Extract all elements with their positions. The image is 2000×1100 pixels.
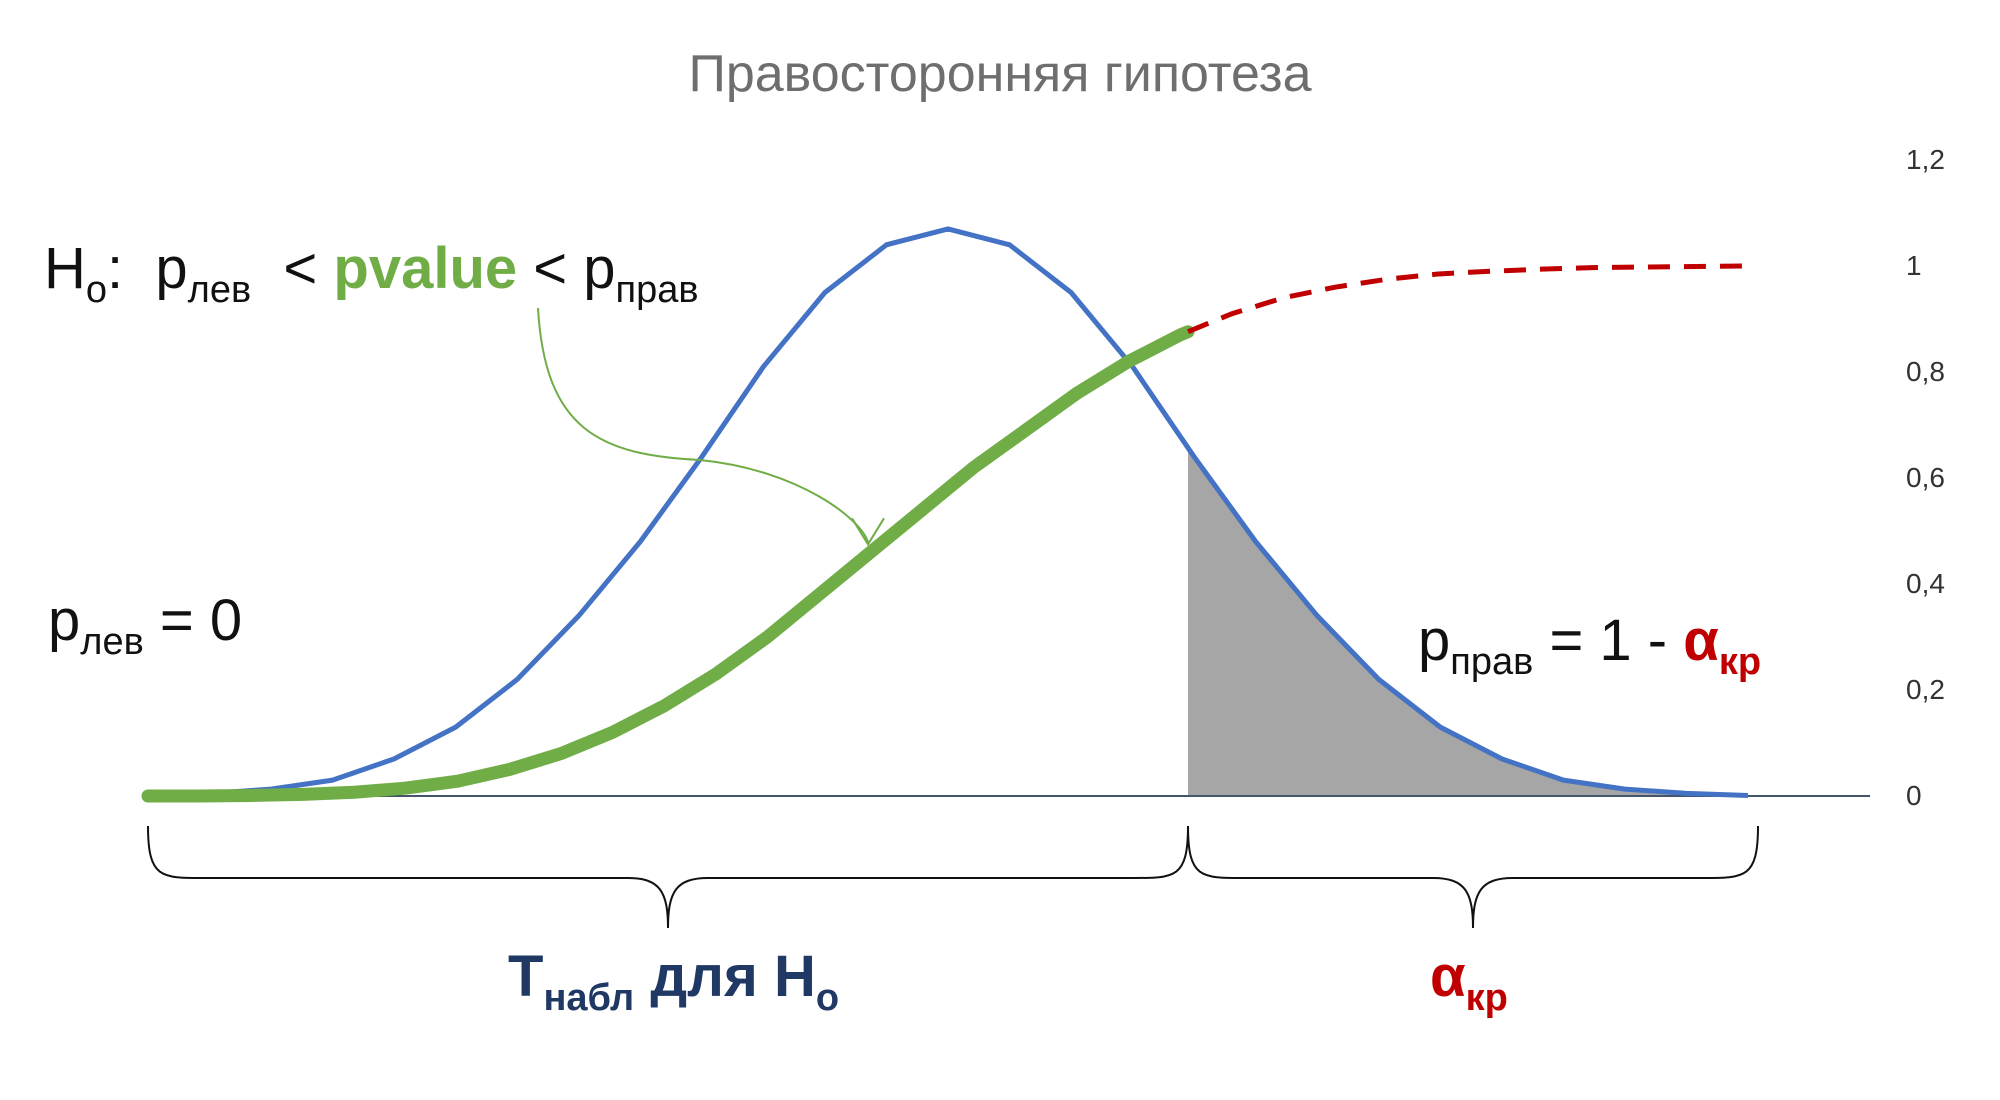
p-left-subscript: лев bbox=[80, 621, 144, 663]
y-tick-label: 1 bbox=[1906, 252, 1922, 280]
y-tick-label: 0,2 bbox=[1906, 676, 1945, 704]
p-right-formula: pправ = 1 - αкр bbox=[1418, 612, 1761, 681]
alpha-subscript: кр bbox=[1466, 977, 1508, 1019]
p-right-subscript: прав bbox=[616, 269, 699, 311]
one-minus: = 1 - bbox=[1549, 608, 1667, 673]
pvalue-pointer-arrow bbox=[538, 308, 868, 542]
alpha-subscript: кр bbox=[1719, 641, 1761, 683]
p-left-subscript: лев bbox=[188, 269, 252, 311]
h-subscript: о bbox=[816, 977, 839, 1019]
t-letter: T bbox=[508, 944, 543, 1009]
for-h-text: для H bbox=[650, 944, 816, 1009]
p-left-letter: p bbox=[155, 236, 187, 301]
h-letter: H bbox=[44, 236, 86, 301]
alpha-letter: α bbox=[1430, 944, 1466, 1009]
hypothesis-label: Hо: pлев < pvalue < pправ bbox=[44, 240, 699, 309]
h-subscript: о bbox=[86, 269, 107, 311]
cdf-curve-solid bbox=[148, 332, 1188, 796]
alpha-critical-label: αкр bbox=[1430, 948, 1508, 1017]
cdf-curve-dashed bbox=[1188, 266, 1748, 332]
p-left-equals-zero: pлев = 0 bbox=[48, 592, 242, 661]
y-tick-label: 1,2 bbox=[1906, 146, 1945, 174]
y-tick-label: 0 bbox=[1906, 782, 1922, 810]
y-tick-label: 0,4 bbox=[1906, 570, 1945, 598]
t-subscript: набл bbox=[543, 977, 634, 1019]
less-than-1: < bbox=[283, 236, 317, 301]
density-curve bbox=[148, 229, 1748, 796]
p-right-letter: p bbox=[583, 236, 615, 301]
equals-zero: = 0 bbox=[160, 588, 242, 653]
t-observed-label: Tнабл для Hо bbox=[508, 948, 839, 1017]
p-right-letter: p bbox=[1418, 608, 1450, 673]
alpha-letter: α bbox=[1683, 608, 1719, 673]
colon: : bbox=[107, 236, 123, 301]
y-tick-label: 0,6 bbox=[1906, 464, 1945, 492]
p-right-subscript: прав bbox=[1450, 641, 1533, 683]
pvalue-label: pvalue bbox=[333, 236, 517, 301]
brace-acceptance-region bbox=[148, 826, 1188, 928]
less-than-2: < bbox=[533, 236, 567, 301]
page-title: Правосторонняя гипотеза bbox=[0, 48, 2000, 100]
brace-rejection-region bbox=[1188, 826, 1758, 928]
p-left-letter: p bbox=[48, 588, 80, 653]
y-tick-label: 0,8 bbox=[1906, 358, 1945, 386]
